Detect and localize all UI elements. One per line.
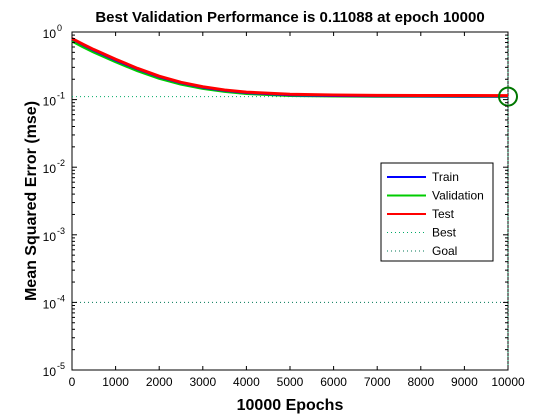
legend-label-test: Test bbox=[432, 207, 455, 221]
x-tick-label: 5000 bbox=[277, 375, 304, 389]
y-tick-exponent: -1 bbox=[57, 91, 65, 101]
y-axis-title: Mean Squared Error (mse) bbox=[23, 101, 40, 301]
x-tick-label: 6000 bbox=[320, 375, 347, 389]
y-tick-exponent: 0 bbox=[57, 23, 62, 33]
x-tick-label: 10000 bbox=[491, 375, 525, 389]
y-tick-exponent: -3 bbox=[57, 226, 65, 236]
y-tick-exponent: -5 bbox=[57, 361, 65, 371]
chart-title: Best Validation Performance is 0.11088 a… bbox=[95, 9, 484, 26]
series-lines bbox=[71, 37, 518, 107]
legend-box bbox=[380, 162, 494, 262]
legend: Train Validation Test Best Goal bbox=[380, 162, 494, 262]
x-tick-label: 1000 bbox=[102, 375, 129, 389]
legend-label-train: Train bbox=[432, 170, 459, 184]
x-tick-label: 0 bbox=[69, 375, 76, 389]
y-tick-label: 10 bbox=[43, 230, 57, 244]
y-tick-exponent: -4 bbox=[57, 293, 65, 303]
x-tick-label: 9000 bbox=[451, 375, 478, 389]
x-axis-title: 10000 Epochs bbox=[237, 397, 344, 414]
legend-label-goal: Goal bbox=[432, 244, 457, 258]
x-tick-label: 4000 bbox=[233, 375, 260, 389]
legend-label-validation: Validation bbox=[432, 189, 484, 203]
y-tick-label: 10 bbox=[43, 162, 57, 176]
y-tick-label: 10 bbox=[43, 297, 57, 311]
x-tick-label: 3000 bbox=[189, 375, 216, 389]
series-line-test bbox=[71, 37, 509, 98]
y-tick-exponent: -2 bbox=[57, 158, 65, 168]
legend-label-best: Best bbox=[432, 226, 457, 240]
x-tick-label: 7000 bbox=[364, 375, 391, 389]
y-tick-label: 10 bbox=[43, 95, 57, 109]
best-marker bbox=[498, 86, 518, 107]
legend-items: Train Validation Test Best Goal bbox=[387, 170, 484, 258]
axes: 0 1000 2000 3000 4000 5000 6000 7000 8000 9000 100… bbox=[43, 23, 525, 389]
y-tick-label: 10 bbox=[43, 27, 57, 41]
x-tick-label: 2000 bbox=[146, 375, 173, 389]
x-tick-label: 8000 bbox=[407, 375, 434, 389]
y-tick-label: 10 bbox=[43, 365, 57, 379]
